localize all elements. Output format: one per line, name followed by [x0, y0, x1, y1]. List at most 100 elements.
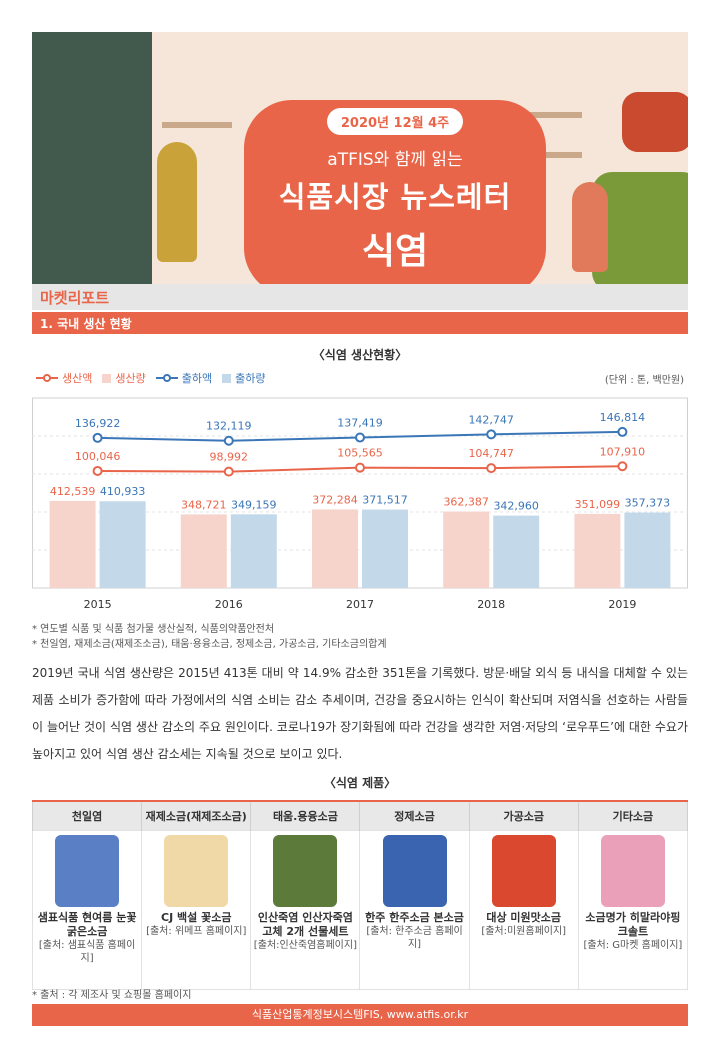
bar-data-label: 371,517	[362, 494, 408, 507]
line-marker-icon	[36, 374, 58, 382]
product-category: 기타소금	[577, 800, 689, 831]
topic-title: 식염	[361, 231, 429, 272]
legend-label: 생산량	[115, 372, 146, 385]
line-point	[617, 426, 628, 437]
newsletter-title: 식품시장 뉴스레터	[278, 180, 512, 214]
line-data-label: 146,814	[600, 411, 646, 424]
product-category: 정제소금	[359, 800, 470, 831]
footer: 식품산업통계정보시스템FIS, www.atfis.or.kr	[32, 1004, 688, 1026]
note-line: * 연도별 식품 및 식품 첨가물 생산실적, 식품의약품안전처	[32, 624, 275, 635]
line-point	[92, 432, 103, 443]
products-table: 천일염 재제소금(재제조소금) 태움.용융소금 정제소금 가공소금 기타소금 샘…	[31, 800, 689, 990]
note-line: * 천일염, 재제소금(재제조소금), 태움·용융소금, 정제소금, 가공소금,…	[32, 639, 387, 650]
hero-title-card: 2020년 12월 4주 aTFIS와 함께 읽는 식품시장 뉴스레터 식염	[244, 100, 546, 284]
bar-data-label: 372,284	[312, 493, 358, 506]
line-data-label: 98,992	[210, 451, 249, 464]
bar-data-label: 412,539	[50, 485, 96, 498]
legend-label: 출하량	[235, 372, 266, 385]
bar	[180, 514, 227, 588]
bar	[362, 509, 408, 588]
product-category: 가공소금	[468, 800, 579, 831]
hero-banner: 2020년 12월 4주 aTFIS와 함께 읽는 식품시장 뉴스레터 식염	[32, 32, 688, 284]
article-paragraph: 2019년 국내 식염 생산량은 2015년 413톤 대비 약 14.9% 감…	[32, 666, 688, 761]
product-name: 대상 미원맛소금	[486, 911, 562, 924]
salt-bag-image	[382, 835, 447, 907]
product-category: 태움.용융소금	[250, 800, 361, 831]
bar	[230, 514, 277, 588]
product-cell: 샘표식품 현여름 눈꽃 굵은소금 [출처: 샘표식품 홈페이지]	[31, 830, 143, 990]
salt-bag-image	[164, 835, 229, 907]
line-point	[486, 463, 497, 474]
bar-swatch-icon	[222, 373, 232, 383]
bar-data-label: 351,099	[575, 498, 621, 511]
hero-decor-shopper	[157, 142, 197, 262]
line-point	[486, 429, 497, 440]
product-cell: 소금명가 히말라야핑크솔트 [출처: G마켓 홈페이지]	[577, 830, 689, 990]
line-point	[355, 432, 365, 443]
legend-item: 출하량	[222, 370, 266, 386]
hero-decor-shelf	[162, 122, 232, 128]
plot-frame	[32, 397, 688, 589]
hero-decor-produce	[622, 92, 688, 152]
bar-data-label: 357,373	[625, 497, 671, 510]
chart-legend: 생산액 생산량 출하액 출하량	[36, 370, 266, 386]
line-data-label: 107,910	[600, 445, 646, 458]
line-point	[223, 466, 234, 477]
bar-swatch-icon	[102, 373, 112, 383]
bar	[574, 513, 621, 588]
bar	[493, 515, 540, 588]
gift-set-image	[273, 835, 338, 907]
x-tick-label: 2018	[477, 598, 505, 611]
product-source: [출처: 위메프 홈페이지]	[146, 926, 247, 937]
product-name: 샘표식품 현여름 눈꽃 굵은소금	[37, 911, 137, 938]
products-title: 〈식염 제품〉	[323, 776, 397, 790]
line-data-label: 137,419	[337, 417, 383, 430]
hero-decor-produce	[592, 172, 688, 284]
subsection-header: 1. 국내 생산 현황	[32, 312, 688, 334]
legend-item: 출하액	[155, 370, 213, 386]
bar	[312, 509, 358, 588]
product-category: 재제소금(재제조소금)	[141, 800, 252, 831]
bar-data-label: 362,387	[443, 495, 489, 508]
section-header: 마켓리포트	[32, 284, 688, 310]
line-point	[355, 462, 365, 473]
line-data-label: 105,565	[337, 447, 383, 460]
chart-title: 〈식염 생산현황〉	[312, 348, 408, 362]
product-source: [출처: G마켓 홈페이지]	[583, 940, 683, 951]
product-cell: 인산죽염 인산자죽염 고체 2개 선물세트 [출처:인산죽염홈페이지]	[250, 830, 361, 990]
line-point	[617, 461, 628, 472]
legend-item: 생산액	[36, 370, 92, 386]
line-point	[92, 465, 103, 476]
product-category: 천일염	[31, 800, 143, 831]
product-name: 한주 한주소금 본소금	[365, 911, 464, 924]
bar	[624, 512, 671, 588]
hero-decor-left	[32, 32, 152, 284]
x-tick-label: 2015	[84, 598, 112, 611]
line-data-label: 100,046	[75, 450, 121, 463]
legend-item: 생산량	[102, 370, 146, 386]
line-data-label: 136,922	[75, 417, 121, 430]
line-data-label: 142,747	[468, 413, 514, 426]
bar-data-label: 410,933	[100, 485, 146, 498]
bar	[443, 511, 490, 588]
subsection-title: 1. 국내 생산 현황	[40, 317, 132, 331]
bar	[99, 501, 146, 588]
product-source: [출처:미원홈페이지]	[481, 926, 567, 937]
product-source: [출처: 샘표식품 홈페이지]	[38, 940, 136, 964]
legend-label: 출하액	[181, 372, 213, 385]
bar	[49, 500, 96, 588]
source-note: * 출처 : 각 제조사 및 쇼핑몰 홈페이지	[32, 990, 192, 1001]
product-name: 인산죽염 인산자죽염 고체 2개 선물세트	[257, 911, 353, 938]
x-tick-label: 2017	[346, 598, 374, 611]
bar-data-label: 349,159	[231, 498, 277, 511]
production-chart: 412,539 348,721 372,284 362,387 351,099 410,9…	[32, 397, 688, 611]
chart-unit: (단위 : 톤, 백만원)	[604, 375, 684, 386]
product-source: [출처:인산죽염홈페이지]	[253, 940, 357, 951]
x-tick-label: 2019	[608, 598, 636, 611]
product-source: [출처: 한주소금 홈페이지]	[366, 926, 463, 950]
section-title: 마켓리포트	[40, 289, 110, 307]
hero-subtitle: aTFIS와 함께 읽는	[327, 150, 463, 170]
issue-date-badge: 2020년 12월 4주	[326, 108, 464, 135]
line-point	[223, 435, 234, 446]
line-data-label: 132,119	[206, 420, 252, 433]
